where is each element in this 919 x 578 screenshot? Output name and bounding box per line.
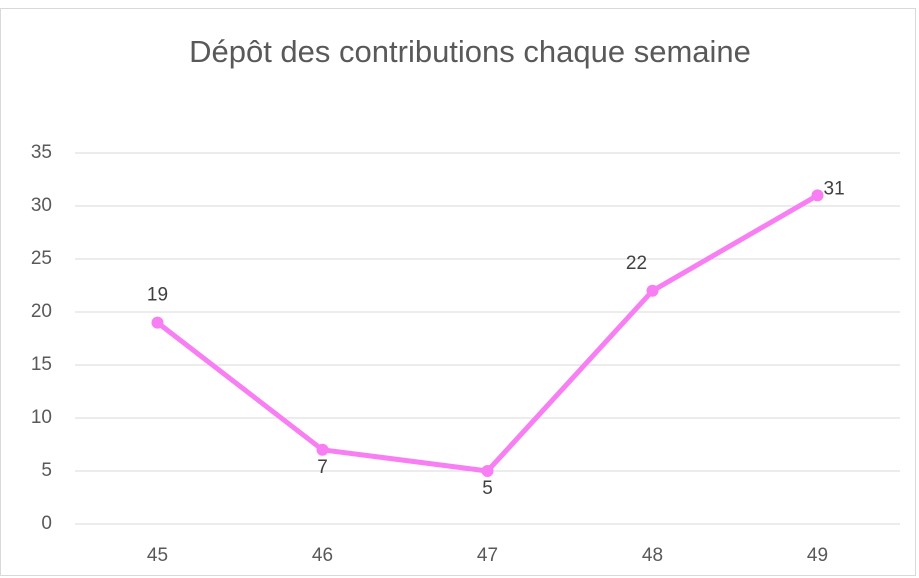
- x-tick-label: 49: [807, 545, 828, 566]
- x-tick-label: 48: [642, 545, 663, 566]
- marker: [481, 465, 494, 477]
- y-tick-label: 25: [31, 248, 52, 269]
- y-tick-label: 15: [31, 354, 52, 375]
- data-label: 22: [626, 253, 647, 274]
- y-tick-label: 30: [31, 195, 52, 216]
- y-tick-label: 5: [41, 460, 52, 481]
- y-tick-label: 35: [31, 142, 52, 163]
- data-label: 19: [147, 285, 168, 306]
- marker: [151, 316, 164, 329]
- marker: [316, 443, 329, 456]
- chart-frame: [0, 8, 916, 576]
- x-tick-label: 47: [477, 545, 498, 566]
- data-label: 7: [317, 457, 328, 478]
- data-label: 31: [824, 178, 845, 199]
- x-tick-label: 46: [312, 545, 333, 566]
- y-tick-label: 20: [31, 301, 52, 322]
- data-label: 5: [482, 478, 493, 499]
- y-tick-label: 10: [31, 407, 52, 428]
- marker: [811, 189, 824, 202]
- x-tick-label: 45: [147, 545, 168, 566]
- chart-title: Dépôt des contributions chaque semaine: [189, 34, 751, 69]
- line: [155, 193, 819, 474]
- marker: [646, 284, 659, 297]
- y-tick-label: 0: [41, 513, 52, 534]
